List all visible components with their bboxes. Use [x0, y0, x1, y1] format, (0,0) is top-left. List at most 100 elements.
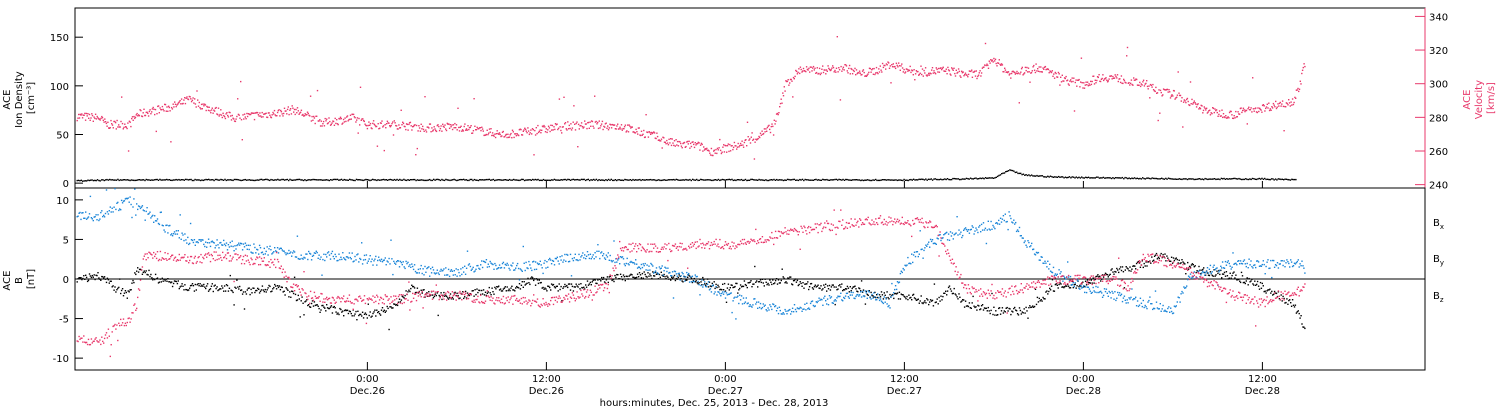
by-point — [486, 266, 489, 268]
by-point — [137, 205, 140, 207]
by-point — [113, 206, 115, 208]
velocity-point — [570, 123, 572, 125]
density-point — [1173, 178, 1175, 180]
velocity-point — [439, 127, 442, 130]
by-point — [208, 242, 211, 244]
bx-point — [871, 294, 873, 297]
velocity-point — [709, 152, 711, 154]
velocity-point — [1164, 89, 1166, 91]
density-point — [639, 178, 641, 181]
velocity-point — [617, 123, 619, 125]
by-point — [653, 272, 655, 274]
density-point — [363, 179, 366, 181]
by-point — [311, 255, 314, 257]
density-point — [823, 179, 825, 181]
density-point — [370, 179, 373, 181]
velocity-point — [818, 67, 821, 70]
density-point — [683, 179, 686, 181]
velocity-point — [283, 107, 286, 109]
velocity-point — [1242, 109, 1244, 112]
bx-point — [554, 287, 557, 289]
velocity-point — [219, 113, 221, 116]
bx-point — [913, 297, 916, 299]
velocity-point — [474, 125, 476, 127]
bx-point — [446, 295, 448, 298]
by-point — [255, 252, 257, 254]
density-point — [1095, 176, 1098, 178]
velocity-point — [690, 145, 693, 148]
velocity-point — [1016, 70, 1018, 73]
bx-point — [1071, 280, 1074, 283]
velocity-point — [123, 126, 125, 129]
density-point — [99, 180, 101, 182]
bx-point — [1151, 256, 1153, 258]
density-point — [128, 179, 130, 181]
velocity-point — [656, 132, 658, 134]
by-point — [956, 216, 958, 218]
bx-point — [1116, 267, 1118, 270]
bx-point — [1239, 281, 1242, 284]
density-point — [308, 179, 310, 181]
bx-point — [1166, 255, 1168, 257]
bx-point — [443, 291, 445, 294]
density-point — [582, 178, 584, 181]
density-point — [113, 179, 115, 181]
bx-point — [1079, 284, 1081, 287]
by-point — [1003, 219, 1005, 222]
density-point — [1274, 178, 1277, 180]
bx-point — [428, 291, 430, 293]
density-point — [1208, 178, 1210, 180]
bx-point — [740, 286, 743, 288]
velocity-point — [224, 117, 227, 120]
bx-point — [772, 279, 774, 281]
bx-point — [930, 300, 933, 302]
by-point — [370, 260, 372, 263]
by-point — [231, 240, 233, 242]
velocity-point — [769, 128, 771, 131]
bx-point — [323, 306, 325, 308]
bx-point — [676, 278, 678, 280]
by-point — [936, 237, 938, 239]
velocity-point — [865, 75, 868, 77]
velocity-point — [488, 132, 490, 134]
density-point — [1052, 176, 1054, 178]
velocity-point — [899, 69, 901, 71]
velocity-point — [1017, 72, 1020, 74]
density-point — [625, 179, 627, 181]
velocity-point — [346, 116, 348, 118]
by-point — [162, 225, 164, 227]
by-point — [912, 254, 915, 256]
by-point — [981, 229, 984, 231]
velocity-point — [243, 118, 245, 120]
by-point — [548, 259, 550, 261]
density-point — [750, 178, 752, 181]
velocity-point — [659, 140, 661, 142]
density-point — [811, 179, 813, 181]
bx-point — [1098, 276, 1100, 278]
by-point — [378, 259, 381, 261]
bx-point — [699, 278, 701, 280]
bx-point — [686, 279, 688, 281]
bx-point — [928, 303, 930, 306]
by-point — [1086, 286, 1089, 288]
density-point — [1243, 178, 1246, 181]
velocity-point — [211, 107, 213, 109]
density-point — [380, 179, 382, 181]
by-point — [865, 292, 867, 294]
by-point — [192, 241, 195, 244]
by-point — [983, 229, 986, 231]
velocity-point — [410, 125, 412, 127]
velocity-point — [750, 136, 752, 138]
density-point — [431, 179, 434, 182]
by-point — [1046, 266, 1048, 268]
velocity-point — [921, 68, 924, 70]
velocity-point — [377, 123, 379, 125]
density-point — [727, 178, 729, 181]
velocity-point — [152, 106, 154, 109]
velocity-point — [467, 125, 469, 127]
velocity-point — [1270, 109, 1272, 111]
bx-point — [920, 295, 922, 297]
by-point — [825, 300, 827, 302]
by-point — [425, 271, 427, 273]
bx-point — [356, 319, 358, 321]
